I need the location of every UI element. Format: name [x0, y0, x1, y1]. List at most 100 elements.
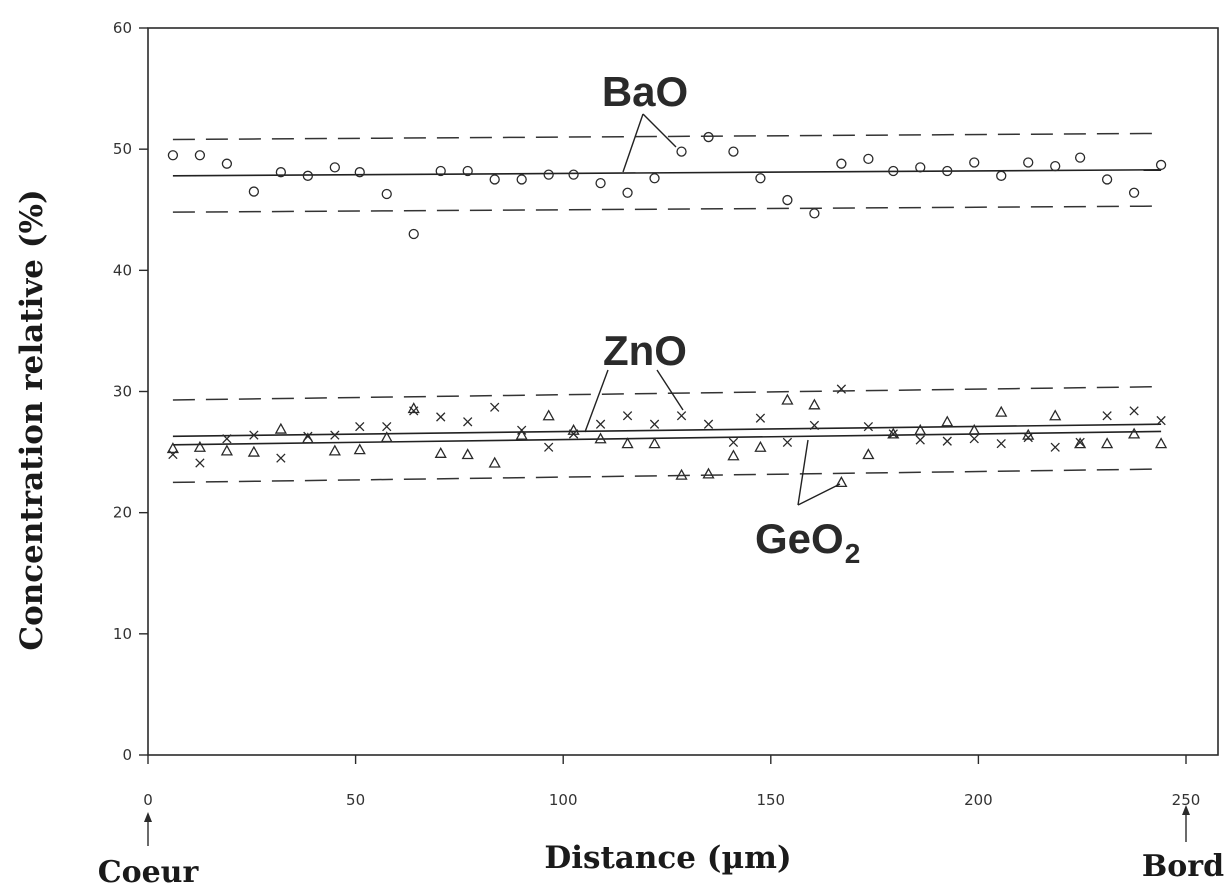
- geo2-point: [434, 446, 447, 458]
- geo2-point: [995, 405, 1008, 417]
- y-tick-label: 10: [113, 625, 132, 643]
- zno-point: [168, 449, 178, 460]
- bao-point: [649, 173, 660, 184]
- geo2-point: [835, 476, 848, 488]
- bao-point: [676, 146, 687, 157]
- zno-point: [249, 430, 259, 440]
- geo2-point: [1022, 428, 1035, 440]
- zno-point: [755, 413, 766, 423]
- zno-point: [836, 384, 847, 394]
- geo2-point: [727, 449, 740, 461]
- geo2-band-upper-line: [172, 385, 1162, 401]
- geo2-point: [220, 444, 233, 456]
- bao-series: [167, 131, 1167, 240]
- axis-labels: Concentration relative (%) Distance (µm)…: [14, 189, 1224, 890]
- bao-point: [302, 170, 314, 181]
- zno-point: [969, 434, 979, 444]
- y-tick-label: 30: [113, 383, 132, 401]
- bao-point: [996, 170, 1007, 181]
- geo2-point: [941, 415, 954, 427]
- bao-leader-to-point: [642, 113, 677, 148]
- zno-point: [1156, 415, 1166, 426]
- geo2-point: [648, 437, 661, 449]
- bao-point: [354, 167, 365, 178]
- zno-point: [1050, 442, 1060, 452]
- bao-point: [381, 188, 392, 200]
- geo2-band-lower-line: [172, 468, 1162, 484]
- zno-point: [276, 453, 286, 463]
- zno-point: [782, 437, 793, 448]
- geo2-point: [567, 423, 580, 435]
- geo2-annotation-label: GeO: [755, 515, 844, 562]
- geo2-annotation-subscript: 2: [845, 538, 861, 569]
- zno-point: [1102, 411, 1112, 421]
- bao-point: [809, 208, 820, 219]
- geo2-point: [353, 443, 366, 455]
- x-tick-label: 0: [143, 791, 153, 809]
- bao-point: [782, 194, 793, 206]
- zno-point: [728, 437, 739, 448]
- y-tick-label: 50: [113, 140, 132, 158]
- bao-point: [1023, 157, 1034, 168]
- zno-point: [809, 420, 820, 431]
- bao-point: [863, 153, 874, 165]
- bao-point: [595, 177, 606, 189]
- geo2-leader-to-fit: [797, 439, 809, 506]
- zno-point: [595, 419, 606, 429]
- bao-point: [543, 169, 554, 180]
- zno-point: [676, 411, 687, 421]
- bao-point: [568, 169, 579, 180]
- zno-leader-to-fit: [584, 369, 609, 433]
- y-tick-label: 0: [122, 746, 132, 764]
- y-tick-label: 40: [113, 261, 132, 279]
- bao-point: [755, 173, 766, 184]
- geo2-point: [1074, 437, 1087, 449]
- bao-point: [1128, 187, 1140, 198]
- bao-annotation-label: BaO: [602, 68, 688, 115]
- bao-point: [622, 187, 633, 198]
- zno-point: [544, 442, 554, 452]
- series-annotations: BaO ZnO GeO 2: [584, 68, 861, 569]
- fit-lines: [172, 168, 1162, 446]
- zno-point: [195, 458, 205, 468]
- bao-point: [248, 186, 260, 197]
- geo2-point: [862, 448, 875, 460]
- axes: 0 10 20 30 40 50 60 0 50 100 150 200 250: [113, 19, 1219, 846]
- bao-point: [969, 157, 980, 168]
- bao-point: [275, 167, 287, 178]
- zno-fit-line: [172, 423, 1162, 438]
- bao-leader-to-fit: [622, 113, 644, 173]
- zno-point: [915, 435, 925, 445]
- bao-fit-line: [172, 168, 1162, 177]
- geo2-point: [542, 409, 555, 421]
- bao-point: [435, 165, 446, 177]
- bao-point: [462, 165, 473, 177]
- bao-point: [1050, 160, 1061, 172]
- bao-point: [728, 146, 739, 157]
- bao-point: [489, 174, 500, 185]
- zno-point: [436, 412, 446, 422]
- geo2-point: [914, 423, 927, 435]
- geo2-point: [461, 448, 474, 460]
- data-points: [166, 131, 1168, 488]
- x-tick-label: 150: [756, 791, 785, 809]
- bao-point: [221, 158, 233, 169]
- y-tick-label: 20: [113, 504, 132, 522]
- geo2-point: [515, 428, 528, 440]
- zno-point: [649, 419, 660, 429]
- y-axis-title: Concentration relative (%): [14, 189, 50, 650]
- zno-point: [863, 421, 874, 432]
- zno-point: [996, 438, 1006, 449]
- bao-point: [942, 165, 953, 177]
- zno-point: [1129, 406, 1139, 416]
- geo2-point: [166, 442, 180, 454]
- bao-point: [915, 162, 926, 173]
- geo2-point: [407, 402, 420, 414]
- geo2-point: [1154, 437, 1168, 449]
- geo2-fit-line: [172, 430, 1162, 446]
- geo2-point: [968, 423, 981, 435]
- geo2-point: [328, 444, 341, 456]
- geo2-point: [702, 467, 715, 479]
